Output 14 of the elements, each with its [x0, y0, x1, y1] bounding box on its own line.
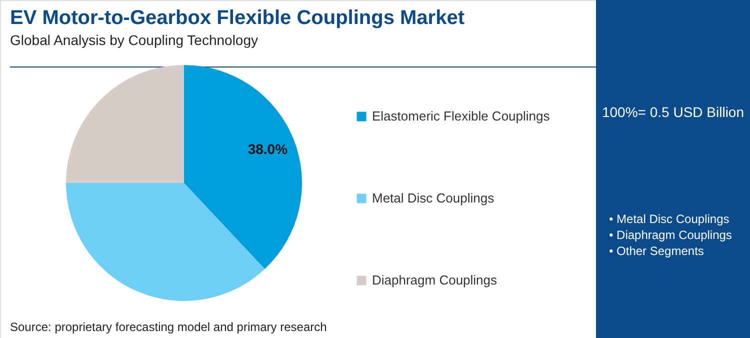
pie-slice	[66, 65, 184, 183]
chart-title: EV Motor-to-Gearbox Flexible Couplings Market	[10, 7, 465, 29]
data-label: 38.0%	[248, 140, 288, 157]
legend-label: Diaphragm Couplings	[372, 272, 498, 288]
text: 100%= 0.5 USD Billion	[602, 104, 744, 120]
source-note: Source: proprietary forecasting model and primary research	[10, 320, 327, 334]
legend-label: Metal Disc Couplings	[372, 190, 495, 206]
text: • Diaphragm Couplings	[609, 228, 732, 242]
pie-slice	[184, 65, 302, 270]
text: • Metal Disc Couplings	[609, 212, 730, 226]
pie-slice	[66, 183, 265, 301]
legend-label: Elastomeric Flexible Couplings	[372, 108, 550, 124]
chart-subtitle: Global Analysis by Coupling Technology	[10, 32, 258, 48]
text: • Other Segments	[609, 244, 704, 258]
